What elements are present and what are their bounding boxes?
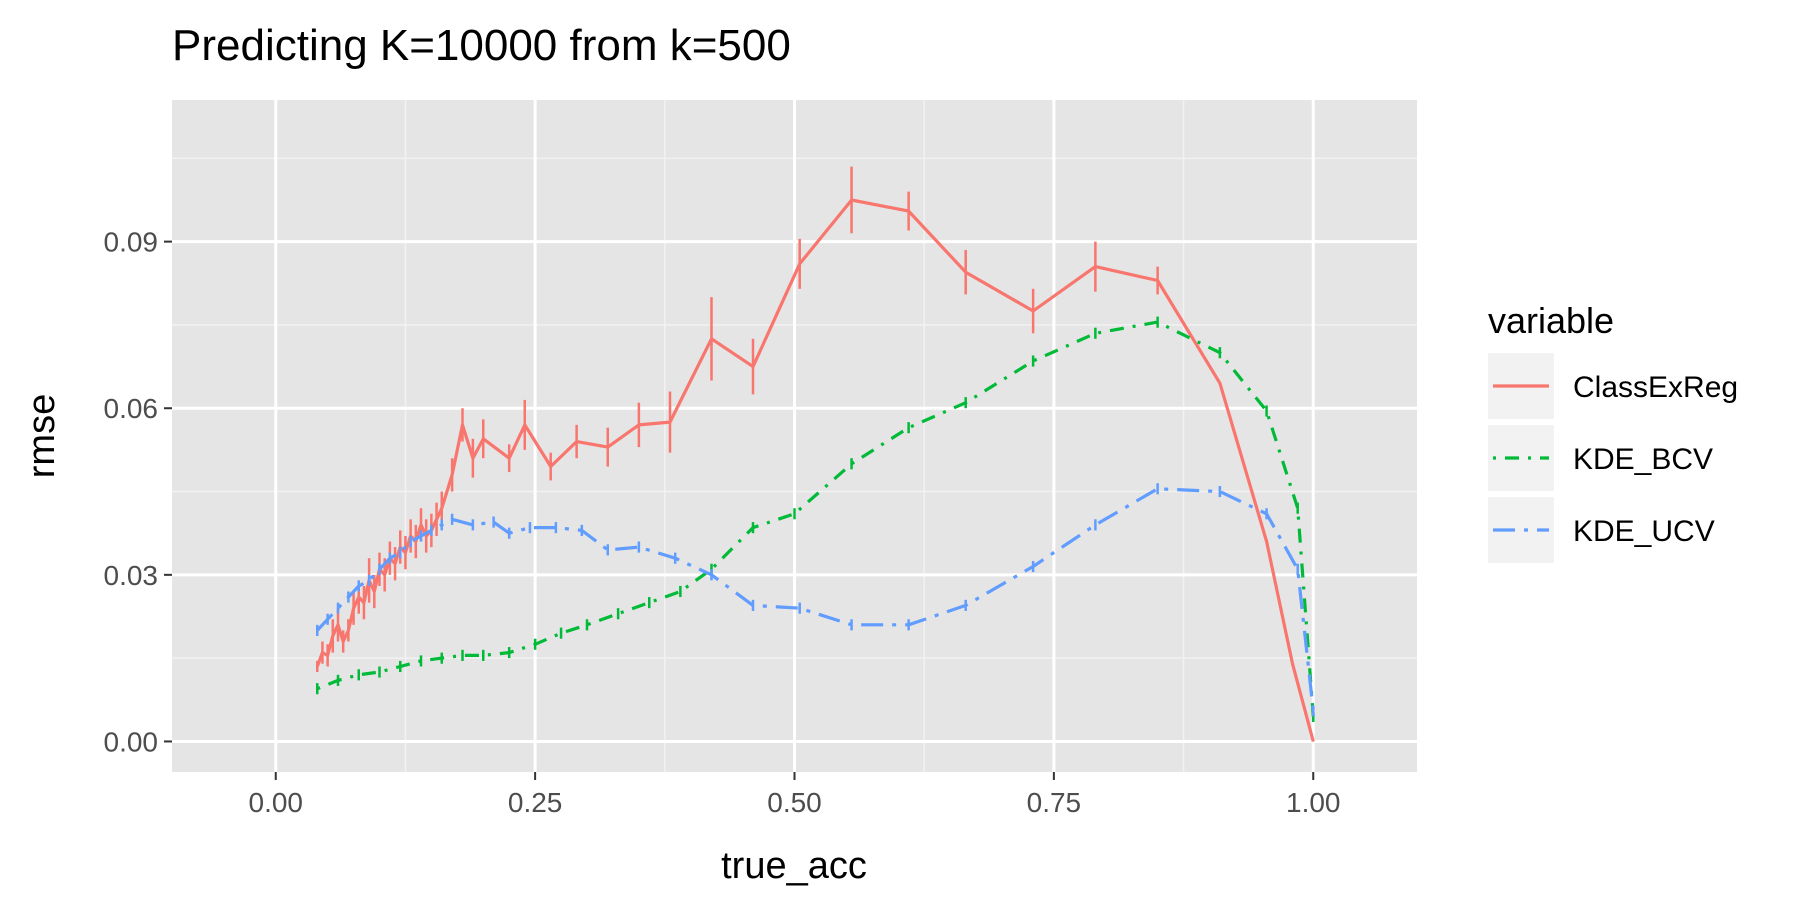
series-line [316,487,1315,712]
legend-label: ClassExReg [1573,371,1738,404]
x-tick-label: 0.50 [767,787,822,818]
legend-label: KDE_UCV [1573,515,1715,548]
legend-title: variable [1488,300,1614,341]
x-tick-label: 0.25 [508,787,563,818]
x-tick-label: 1.00 [1286,787,1341,818]
x-axis: 0.00 0.25 0.50 0.75 1.00 [249,772,1341,818]
legend-label: KDE_BCV [1573,443,1713,476]
y-axis: 0.00 0.03 0.06 0.09 [104,227,172,757]
series-KDE_UCV [316,483,1315,717]
y-tick-label: 0.00 [104,726,159,757]
series-layer [315,166,1315,742]
x-tick-label: 0.75 [1027,787,1082,818]
series-line [316,320,1315,717]
legend: variable ClassExReg KDE_BCV KDE_UCV [1488,300,1738,563]
y-axis-title: rmse [21,394,63,478]
x-tick-label: 0.00 [249,787,304,818]
grid-major [172,100,1417,772]
y-tick-label: 0.03 [104,560,159,591]
x-axis-title: true_acc [721,845,867,887]
y-tick-label: 0.06 [104,393,159,424]
y-tick-label: 0.09 [104,227,159,258]
chart-title: Predicting K=10000 from k=500 [172,21,791,70]
